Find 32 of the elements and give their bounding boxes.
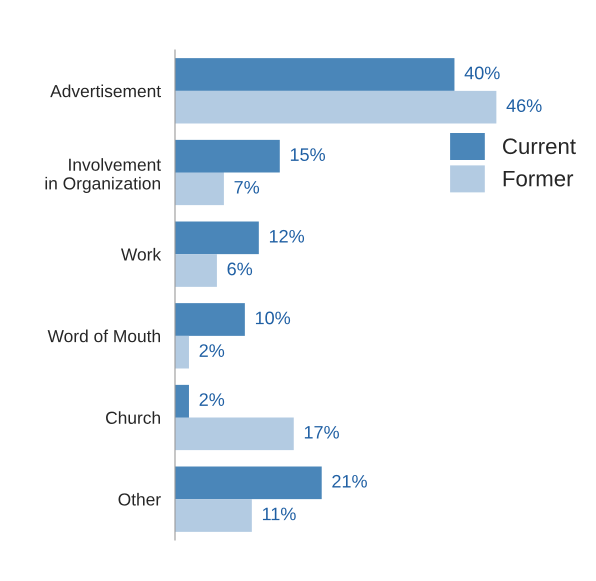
bar bbox=[175, 466, 322, 500]
y-tick-label: Work bbox=[120, 248, 162, 261]
data-label: 11% bbox=[262, 508, 296, 520]
data-label: 21% bbox=[332, 474, 367, 488]
data-label: 10% bbox=[256, 312, 290, 324]
y-tick-label: Advertisement bbox=[50, 84, 161, 98]
data-label: 2% bbox=[200, 344, 224, 357]
bar bbox=[175, 336, 189, 368]
data-label: 7% bbox=[234, 180, 260, 194]
data-label: 40% bbox=[464, 66, 500, 80]
bar bbox=[175, 384, 189, 418]
bar bbox=[175, 172, 224, 206]
y-tick-label: Church bbox=[106, 411, 160, 424]
data-label: 12% bbox=[270, 230, 304, 243]
data-label: 2% bbox=[200, 393, 224, 406]
bar bbox=[175, 499, 252, 532]
bar bbox=[175, 140, 280, 172]
bar bbox=[175, 90, 496, 124]
legend-label: Current bbox=[503, 138, 576, 154]
bar bbox=[175, 418, 294, 450]
legend-label: Former bbox=[504, 170, 574, 186]
bar bbox=[175, 254, 217, 287]
data-label: 6% bbox=[228, 262, 252, 276]
y-tick-label: Involvement in Organization bbox=[46, 158, 161, 193]
y-tick-label: Word of Mouth bbox=[48, 330, 160, 342]
data-label: 15% bbox=[290, 148, 326, 162]
data-label: 46% bbox=[506, 99, 542, 112]
bar bbox=[175, 303, 245, 336]
data-label: 17% bbox=[304, 426, 339, 439]
y-tick-label: Other bbox=[118, 492, 161, 506]
bar bbox=[175, 58, 454, 91]
bar bbox=[175, 222, 259, 254]
